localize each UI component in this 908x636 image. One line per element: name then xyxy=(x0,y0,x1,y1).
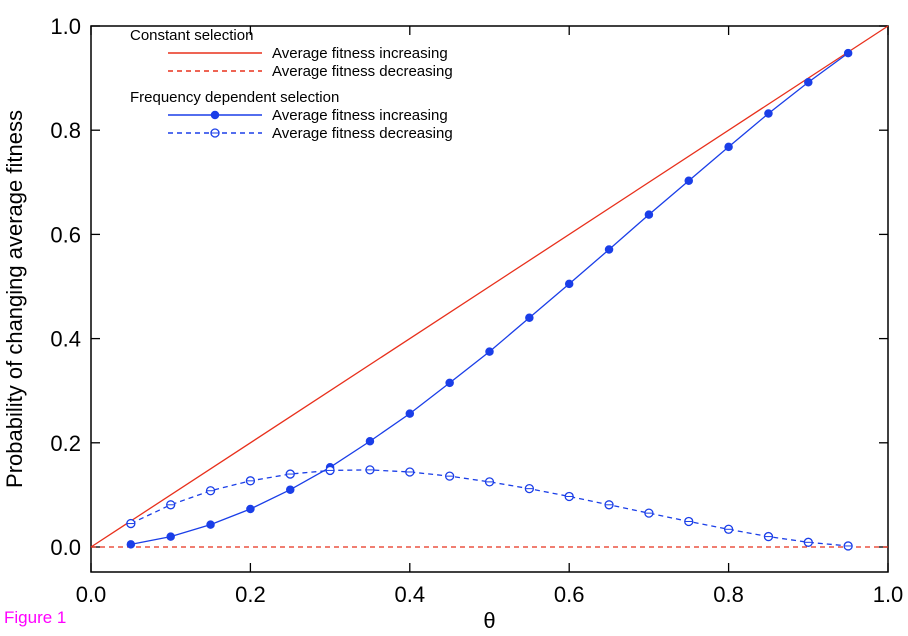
data-point xyxy=(445,378,454,388)
plot-frame xyxy=(90,25,889,573)
y-tick-label: 0.2 xyxy=(50,431,81,456)
data-point xyxy=(604,245,614,254)
data-point xyxy=(525,313,534,323)
series-line-2 xyxy=(130,52,849,546)
x-tick-label: 0.2 xyxy=(235,582,266,607)
y-axis-title: Probability of changing average fitness xyxy=(2,110,27,488)
data-point xyxy=(485,347,494,356)
data-point xyxy=(644,210,654,219)
x-tick-label: 0.8 xyxy=(713,582,744,607)
data-point xyxy=(126,540,136,549)
data-point xyxy=(843,48,853,58)
data-point xyxy=(166,532,175,541)
data-point xyxy=(206,520,215,529)
x-tick-label: 1.0 xyxy=(873,582,904,607)
x-tick-label: 0.0 xyxy=(76,582,107,607)
y-tick-label: 0.8 xyxy=(50,118,81,143)
x-axis-title: θ xyxy=(483,608,495,633)
y-tick-label: 0.0 xyxy=(50,535,81,560)
x-tick-label: 0.4 xyxy=(395,582,426,607)
data-point xyxy=(365,436,375,446)
legend-label: Average fitness increasing xyxy=(272,107,448,124)
series-line-0 xyxy=(90,25,889,548)
data-point xyxy=(804,78,813,87)
legend-marker xyxy=(210,110,220,120)
y-tick-label: 0.4 xyxy=(50,327,81,352)
legend-group-title: Constant selection xyxy=(130,27,253,44)
figure-label: Figure 1 xyxy=(4,608,67,627)
legend-group-title: Frequency dependent selection xyxy=(130,89,339,106)
legend-label: Average fitness increasing xyxy=(272,45,448,62)
legend-label: Average fitness decreasing xyxy=(272,125,453,142)
x-tick-label: 0.6 xyxy=(554,582,585,607)
data-point xyxy=(246,504,255,514)
y-tick-label: 0.6 xyxy=(50,222,81,247)
legend-label: Average fitness decreasing xyxy=(272,63,453,80)
data-point xyxy=(764,109,773,118)
data-point xyxy=(285,485,295,494)
y-tick-label: 1.0 xyxy=(50,14,81,39)
data-point xyxy=(564,279,574,289)
data-point xyxy=(684,176,694,185)
data-point xyxy=(405,409,415,418)
data-point xyxy=(724,142,733,152)
